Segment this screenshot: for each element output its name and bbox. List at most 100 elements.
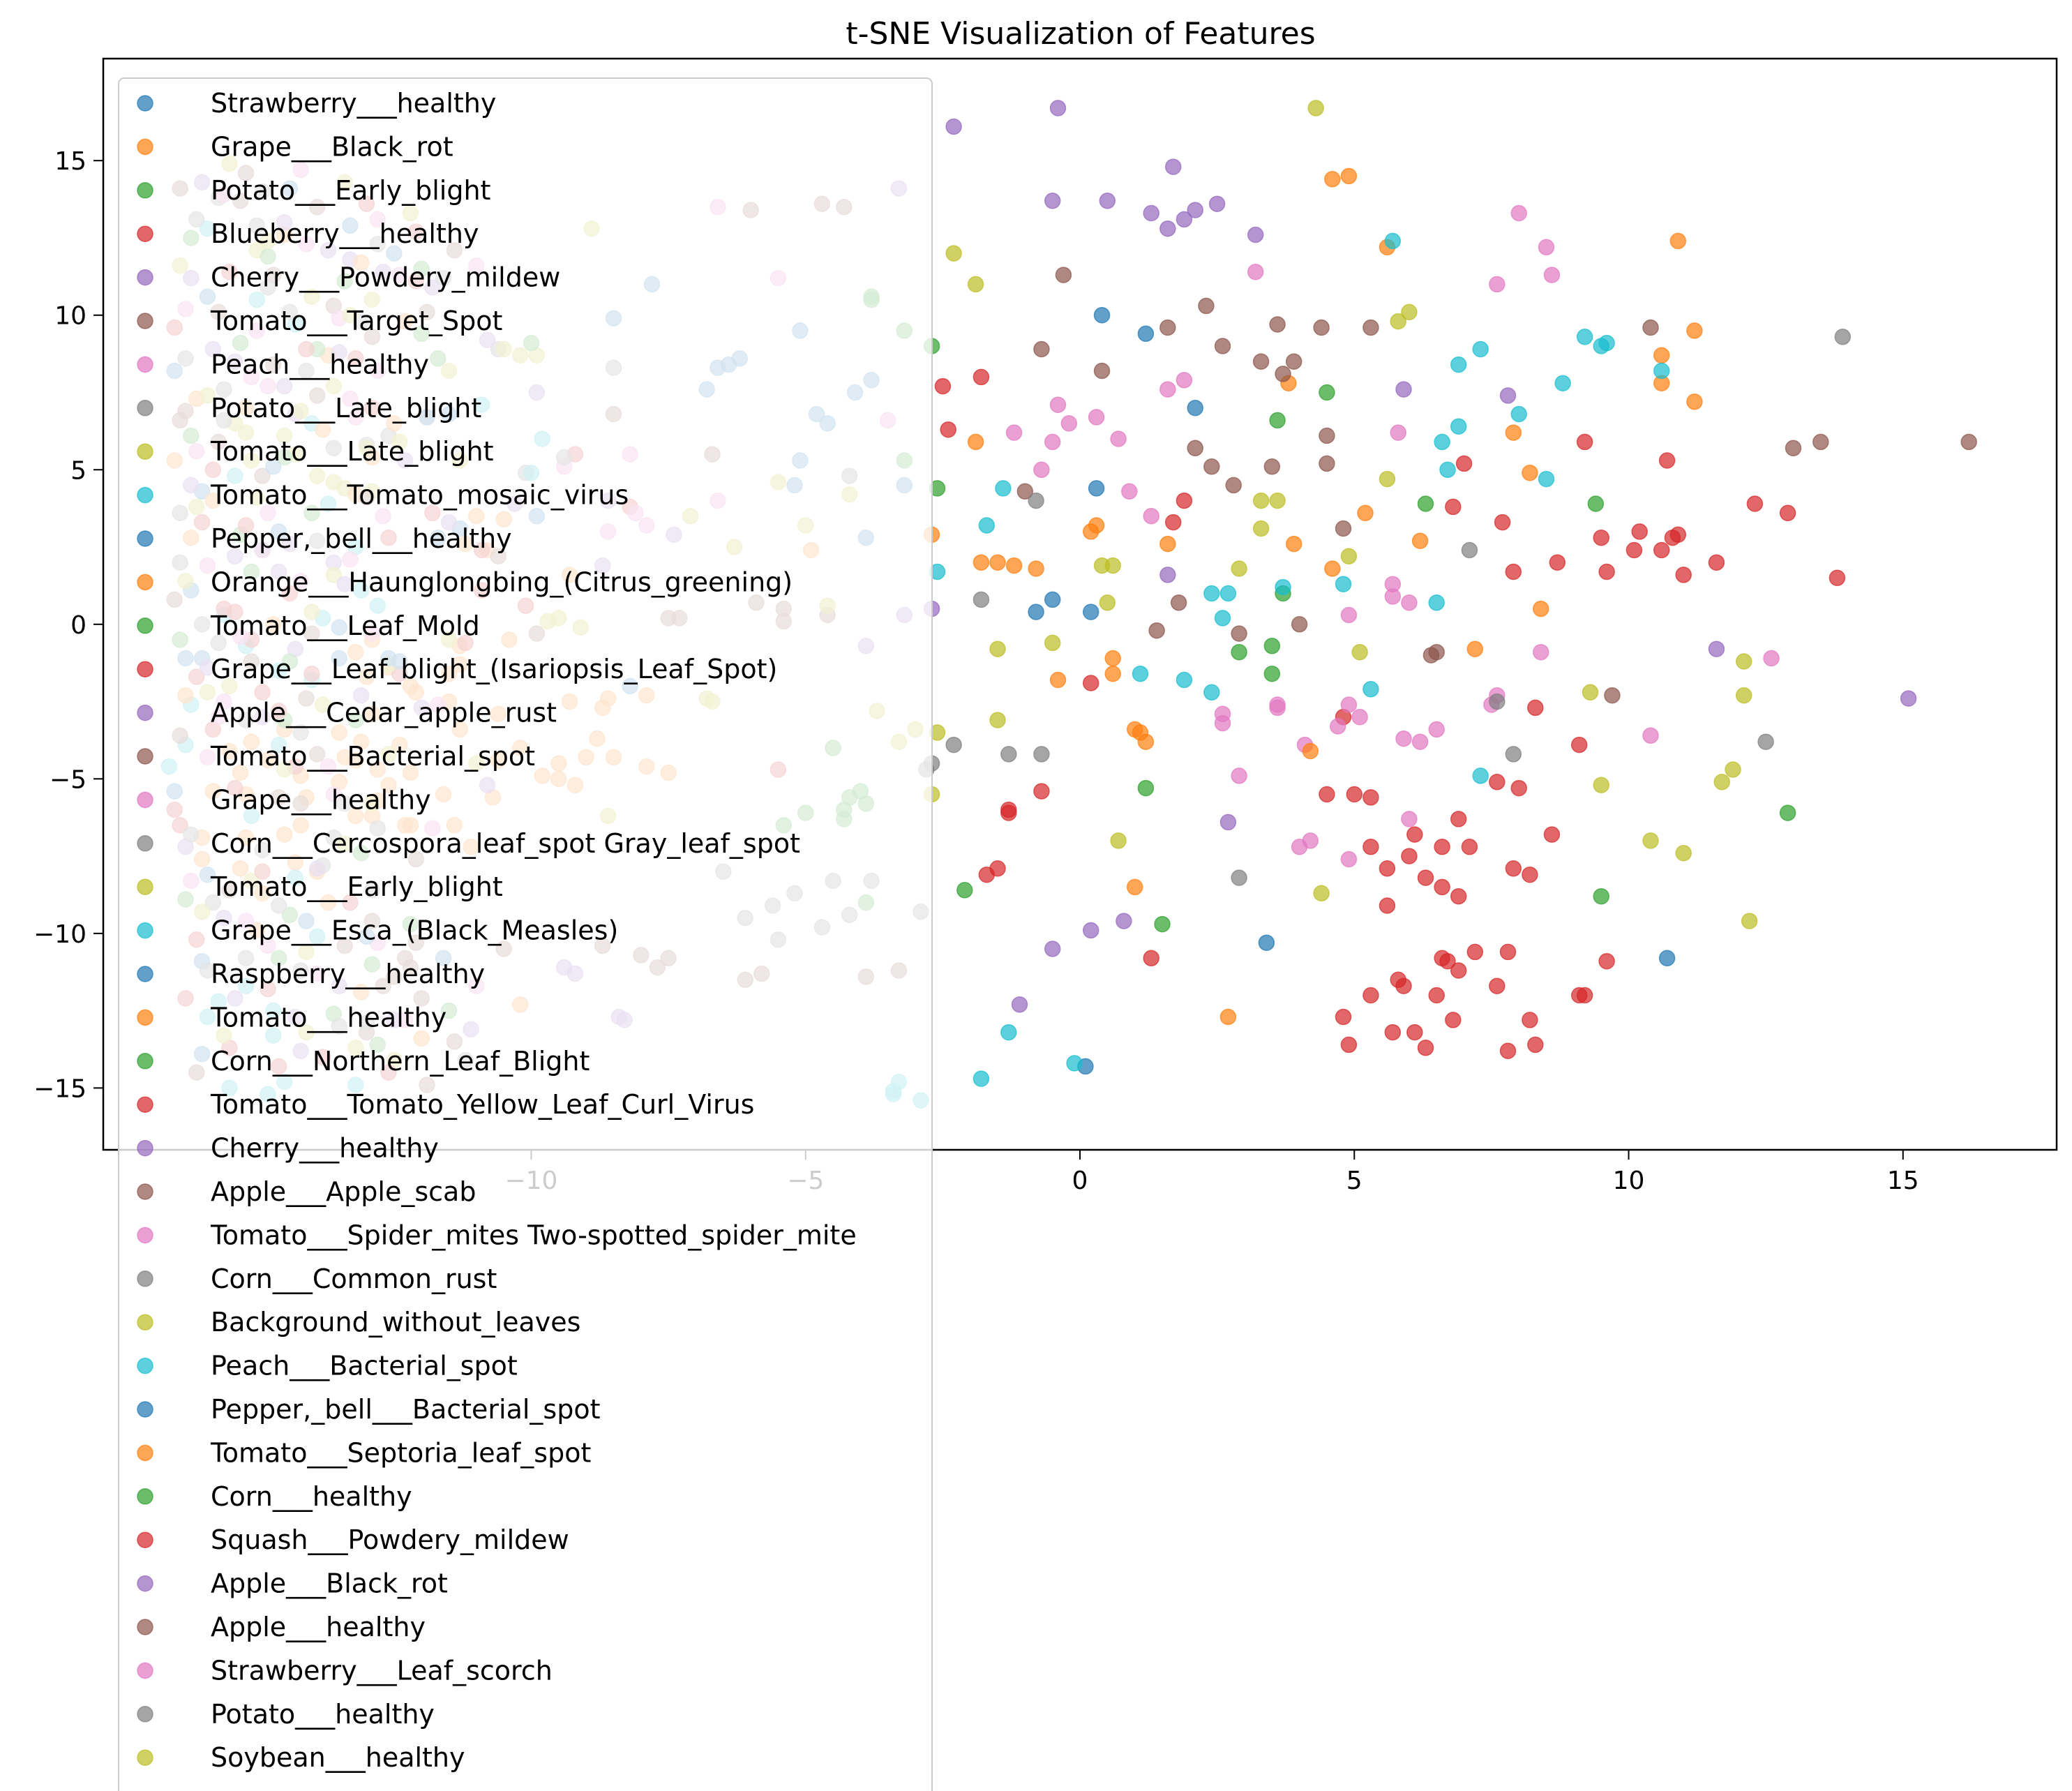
legend-label-38: Soybean___healthy xyxy=(211,1742,465,1773)
legend-label-22: Corn___Northern_Leaf_Blight xyxy=(211,1046,590,1077)
point-s5-11 xyxy=(1033,340,1050,358)
legend-marker-25 xyxy=(137,1183,153,1200)
point-s5-7 xyxy=(1313,319,1330,336)
legend-marker-1 xyxy=(137,138,153,156)
point-s6-34 xyxy=(1231,767,1247,784)
point-s5-29 xyxy=(1812,433,1829,451)
point-s13-50 xyxy=(1406,1024,1423,1041)
legend-marker-8 xyxy=(137,443,153,460)
point-s6-10 xyxy=(1005,424,1023,441)
point-s3-5 xyxy=(1455,455,1473,472)
point-s8-10 xyxy=(1231,560,1247,577)
legend-label-10: Pepper,_bell___healthy xyxy=(211,523,512,554)
point-s3-19 xyxy=(1675,567,1692,583)
legend-label-23: Tomato___Tomato_Yellow_Leaf_Curl_Virus xyxy=(210,1089,754,1120)
legend-marker-2 xyxy=(137,182,153,199)
point-s8-28 xyxy=(1675,844,1692,862)
point-s3-14 xyxy=(1631,523,1648,540)
point-s5-4 xyxy=(1252,353,1270,370)
point-s5-14 xyxy=(1203,458,1220,475)
point-s6-1 xyxy=(1489,276,1506,293)
point-s4-20 xyxy=(1011,996,1028,1013)
point-s8-9 xyxy=(1340,548,1358,565)
legend-label-27: Corn___Common_rust xyxy=(211,1264,497,1294)
point-s3-26 xyxy=(1570,736,1588,754)
point-s1-0 xyxy=(1324,171,1341,188)
point-s9-8 xyxy=(1510,405,1527,423)
point-s6-31 xyxy=(1395,730,1412,747)
series-4 xyxy=(923,100,1917,1013)
point-s3-22 xyxy=(1779,504,1796,522)
point-s9-18 xyxy=(1275,578,1291,596)
point-s9-13 xyxy=(995,480,1012,497)
legend-marker-12 xyxy=(137,617,153,634)
legend-label-1: Grape___Black_rot xyxy=(211,131,453,162)
point-s6-29 xyxy=(1214,714,1231,732)
point-s13-17 xyxy=(1362,839,1379,855)
series-5 xyxy=(1016,267,1977,704)
legend-label-13: Grape___Leaf_blight_(Isariopsis_Leaf_Spo… xyxy=(211,654,777,684)
point-s7-8 xyxy=(1461,541,1478,559)
point-s13-54 xyxy=(1489,774,1506,790)
point-s6-20 xyxy=(1340,606,1358,624)
point-s6-13 xyxy=(1060,415,1078,432)
point-s4-15 xyxy=(1900,690,1917,707)
y-tick-label: −10 xyxy=(33,920,87,949)
point-s2-8 xyxy=(1231,643,1247,661)
point-s8-18 xyxy=(1582,684,1599,701)
legend-marker-24 xyxy=(137,1139,153,1157)
legend-box xyxy=(118,77,933,1791)
legend-marker-23 xyxy=(137,1096,153,1113)
point-s5-24 xyxy=(1428,643,1445,661)
legend-label-34: Apple___Black_rot xyxy=(211,1568,448,1599)
y-tick-label: 5 xyxy=(70,456,87,485)
point-s5-26 xyxy=(1604,687,1621,704)
point-s4-5 xyxy=(1159,220,1176,237)
point-s8-30 xyxy=(1741,913,1758,929)
point-s9-29 xyxy=(1066,1055,1083,1072)
point-s9-17 xyxy=(1219,585,1237,602)
point-s13-8 xyxy=(1000,801,1017,818)
point-s5-21 xyxy=(1291,616,1308,633)
point-s6-12 xyxy=(1044,433,1061,451)
point-s13-25 xyxy=(1434,878,1450,896)
point-s7-11 xyxy=(1757,733,1774,750)
legend-label-11: Orange___Haunglongbing_(Citrus_greening) xyxy=(211,567,793,597)
legend-marker-20 xyxy=(137,966,153,982)
legend-marker-37 xyxy=(137,1706,153,1723)
legend-label-6: Peach___healthy xyxy=(211,349,429,380)
point-s13-35 xyxy=(1395,977,1412,994)
point-s4-12 xyxy=(1499,387,1517,404)
x-tick-label: 15 xyxy=(1887,1167,1919,1195)
point-s1-13 xyxy=(1324,560,1341,577)
legend-label-25: Apple___Apple_scab xyxy=(211,1176,476,1207)
point-s4-19 xyxy=(1082,922,1099,939)
point-s4-17 xyxy=(1116,913,1132,929)
point-s1-5 xyxy=(1653,347,1670,364)
legend-marker-30 xyxy=(137,1401,153,1418)
point-s3-3 xyxy=(1176,492,1193,509)
point-s13-11 xyxy=(1033,783,1050,800)
legend-marker-15 xyxy=(137,748,153,765)
series-8 xyxy=(923,100,1758,929)
point-s7-7 xyxy=(1231,869,1247,886)
point-s9-27 xyxy=(1000,1024,1017,1041)
point-s13-43 xyxy=(1445,1012,1462,1028)
point-s2-14 xyxy=(956,882,973,899)
legend-label-33: Squash___Powdery_mildew xyxy=(211,1524,569,1555)
x-tick-label: 0 xyxy=(1072,1167,1088,1195)
point-s7-4 xyxy=(945,736,962,754)
legend-label-24: Cherry___healthy xyxy=(211,1133,439,1164)
point-s2-13 xyxy=(1154,915,1171,933)
legend-marker-0 xyxy=(137,95,153,112)
point-s8-19 xyxy=(1735,687,1752,704)
point-s13-13 xyxy=(1143,950,1159,967)
point-s1-18 xyxy=(989,554,1006,571)
point-s6-24 xyxy=(1340,696,1358,713)
legend-label-36: Strawberry___Leaf_scorch xyxy=(211,1655,553,1686)
point-s3-10 xyxy=(1576,433,1593,451)
point-s6-38 xyxy=(1340,850,1358,868)
legend-marker-3 xyxy=(137,225,153,242)
point-s1-9 xyxy=(1505,424,1522,441)
point-s9-20 xyxy=(1428,594,1445,611)
